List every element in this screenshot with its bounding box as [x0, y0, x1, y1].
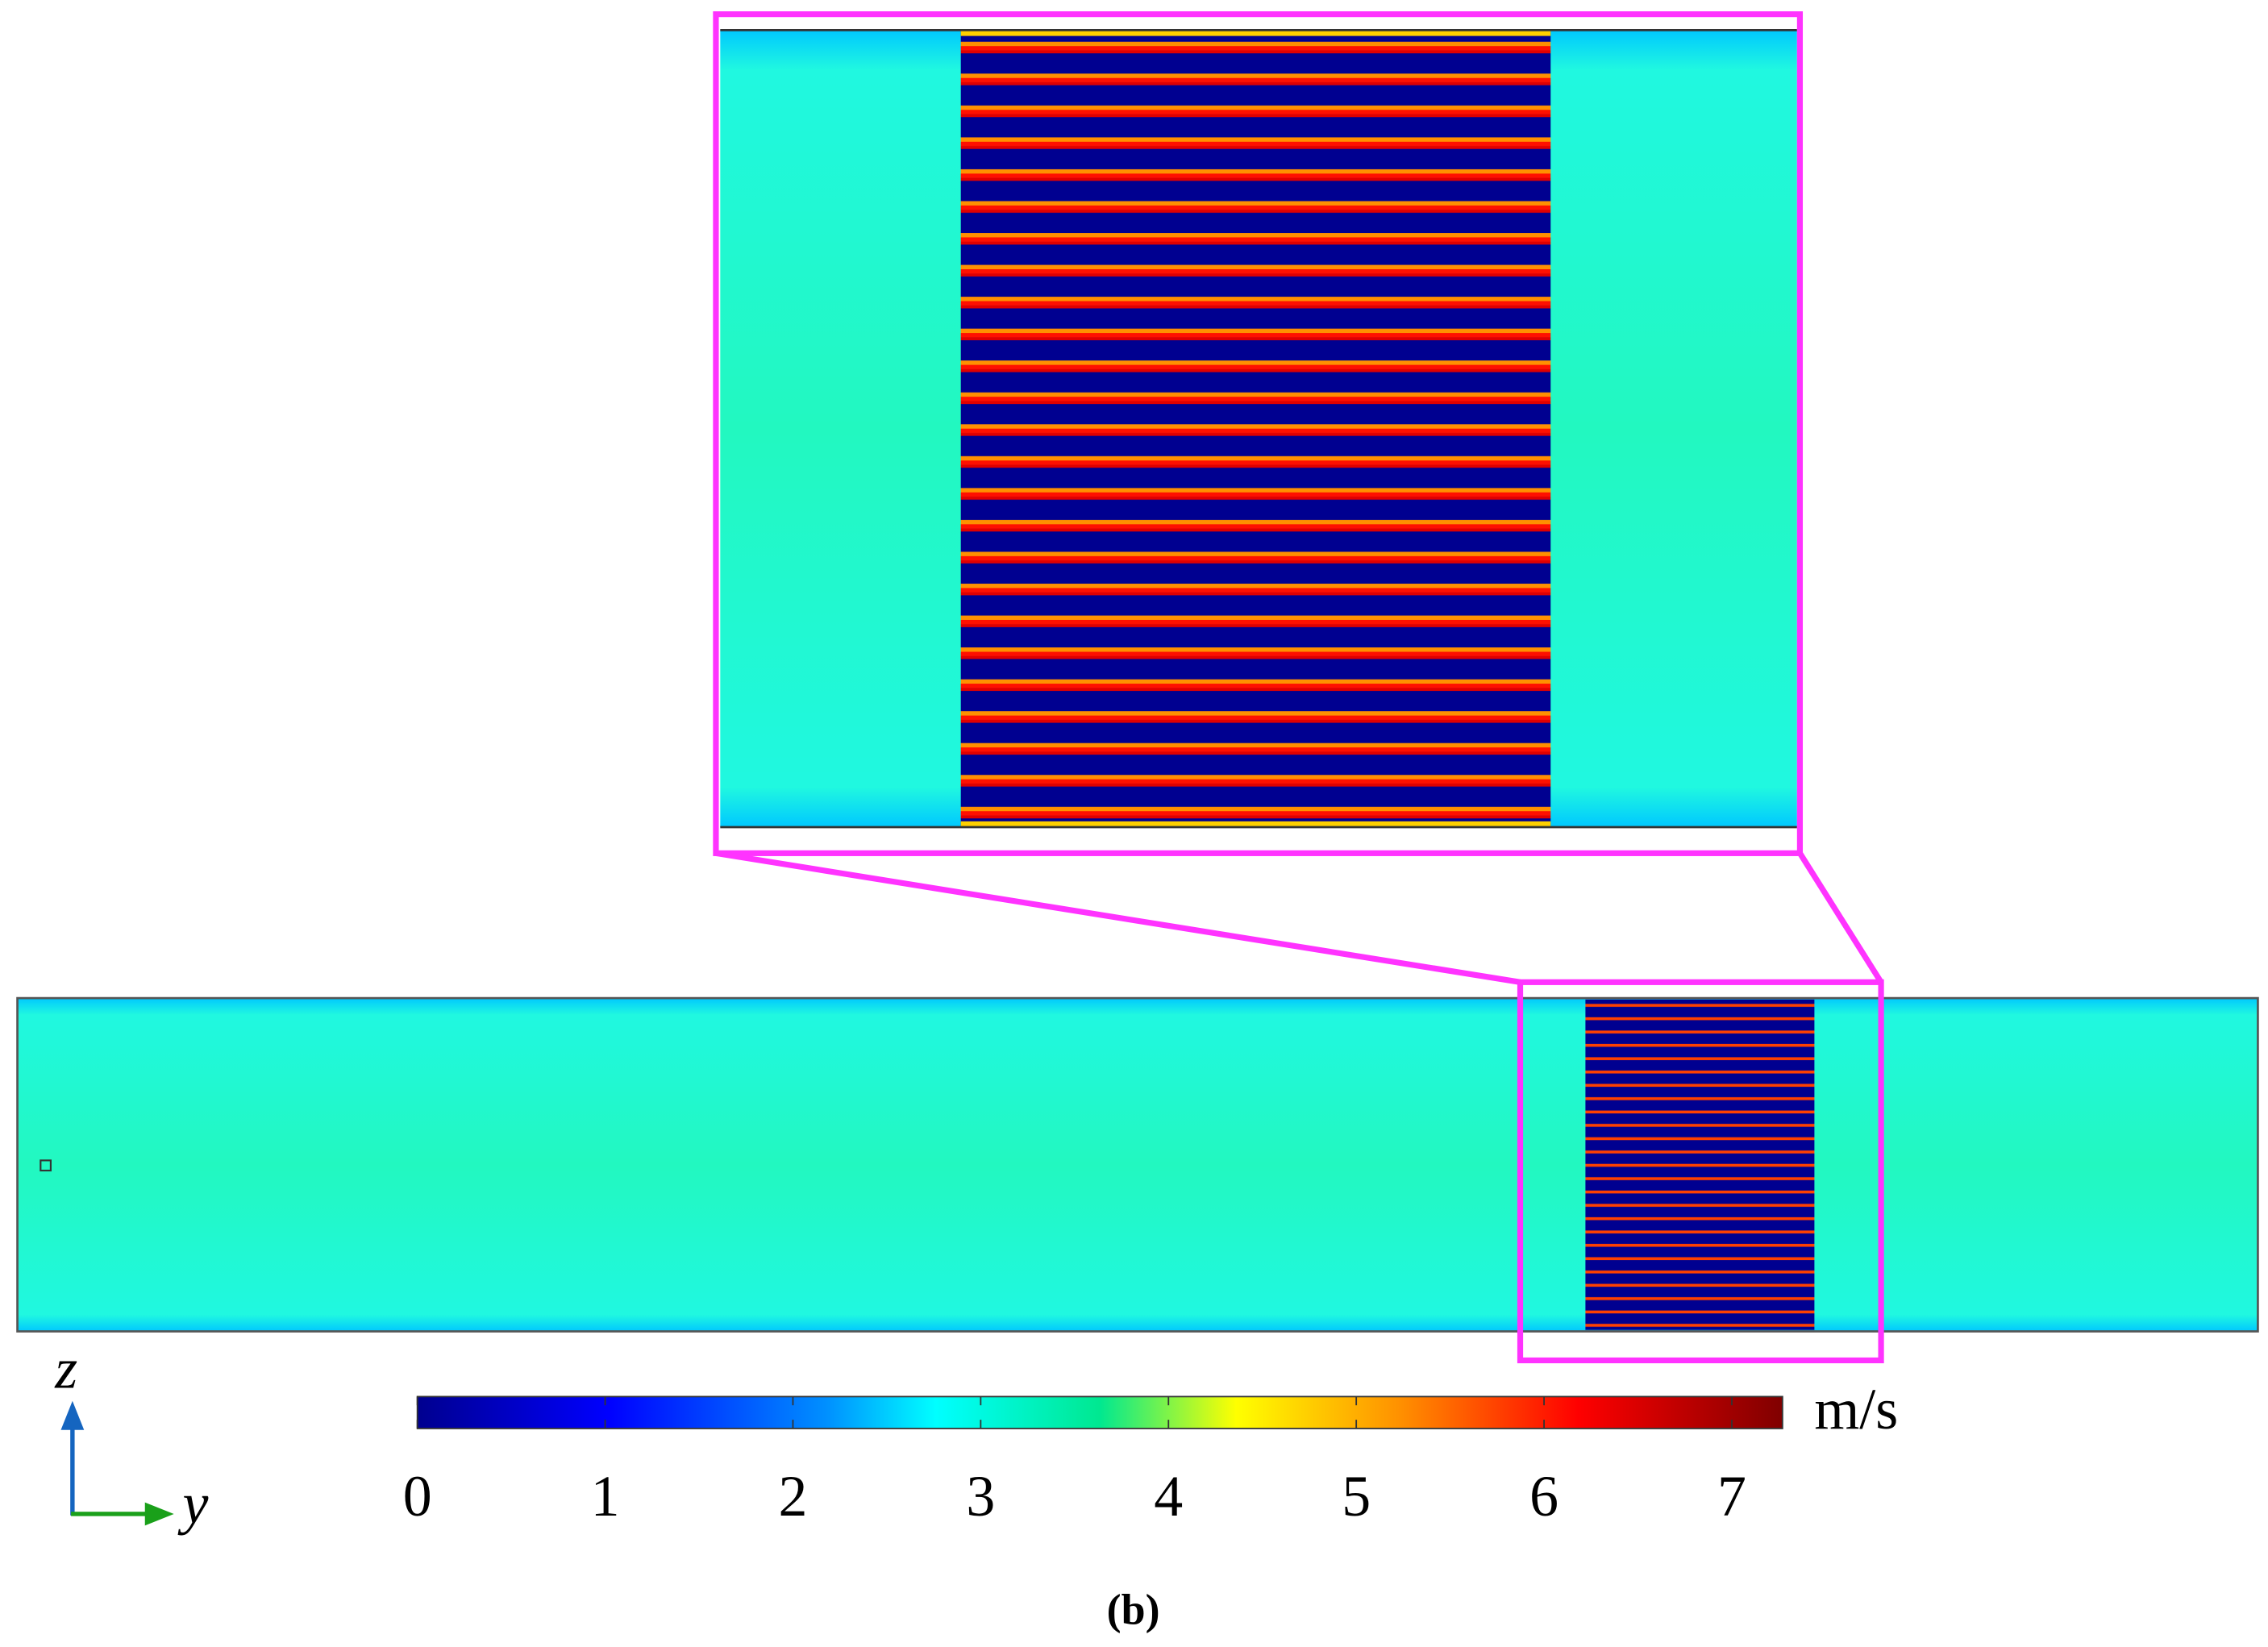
colorbar-tick-label: 7	[1717, 1464, 1746, 1528]
probe	[40, 1159, 52, 1172]
colorbar	[416, 1395, 1783, 1429]
colorbar-tick-label: 3	[966, 1464, 995, 1528]
colorbar-tick-label: 4	[1154, 1464, 1183, 1528]
zoom-edge	[960, 821, 1551, 827]
axis-label: y	[177, 1471, 208, 1536]
zoom-region	[1517, 979, 1884, 1364]
zoom-connector	[1797, 851, 1884, 984]
caption: (b)	[1107, 1586, 1160, 1634]
zoom-channels	[960, 30, 1551, 827]
colorbar-unit: m/s	[1814, 1377, 1898, 1441]
colorbar-tick-label: 1	[591, 1464, 620, 1528]
y-arrowhead	[144, 1502, 174, 1526]
colorbar-tick-label: 5	[1342, 1464, 1371, 1528]
axis-label: z	[54, 1337, 77, 1401]
zoom-frame	[713, 11, 1804, 856]
colorbar-tick-label: 2	[778, 1464, 807, 1528]
colorbar-tick-label: 0	[403, 1464, 432, 1528]
zoom-edge	[960, 30, 1551, 36]
colorbar-tick-label: 6	[1529, 1464, 1558, 1528]
domain-channels	[1585, 999, 1815, 1330]
zoom-connector	[715, 850, 1521, 985]
z-arrowhead	[60, 1400, 85, 1430]
domain-flow	[16, 996, 2259, 1333]
